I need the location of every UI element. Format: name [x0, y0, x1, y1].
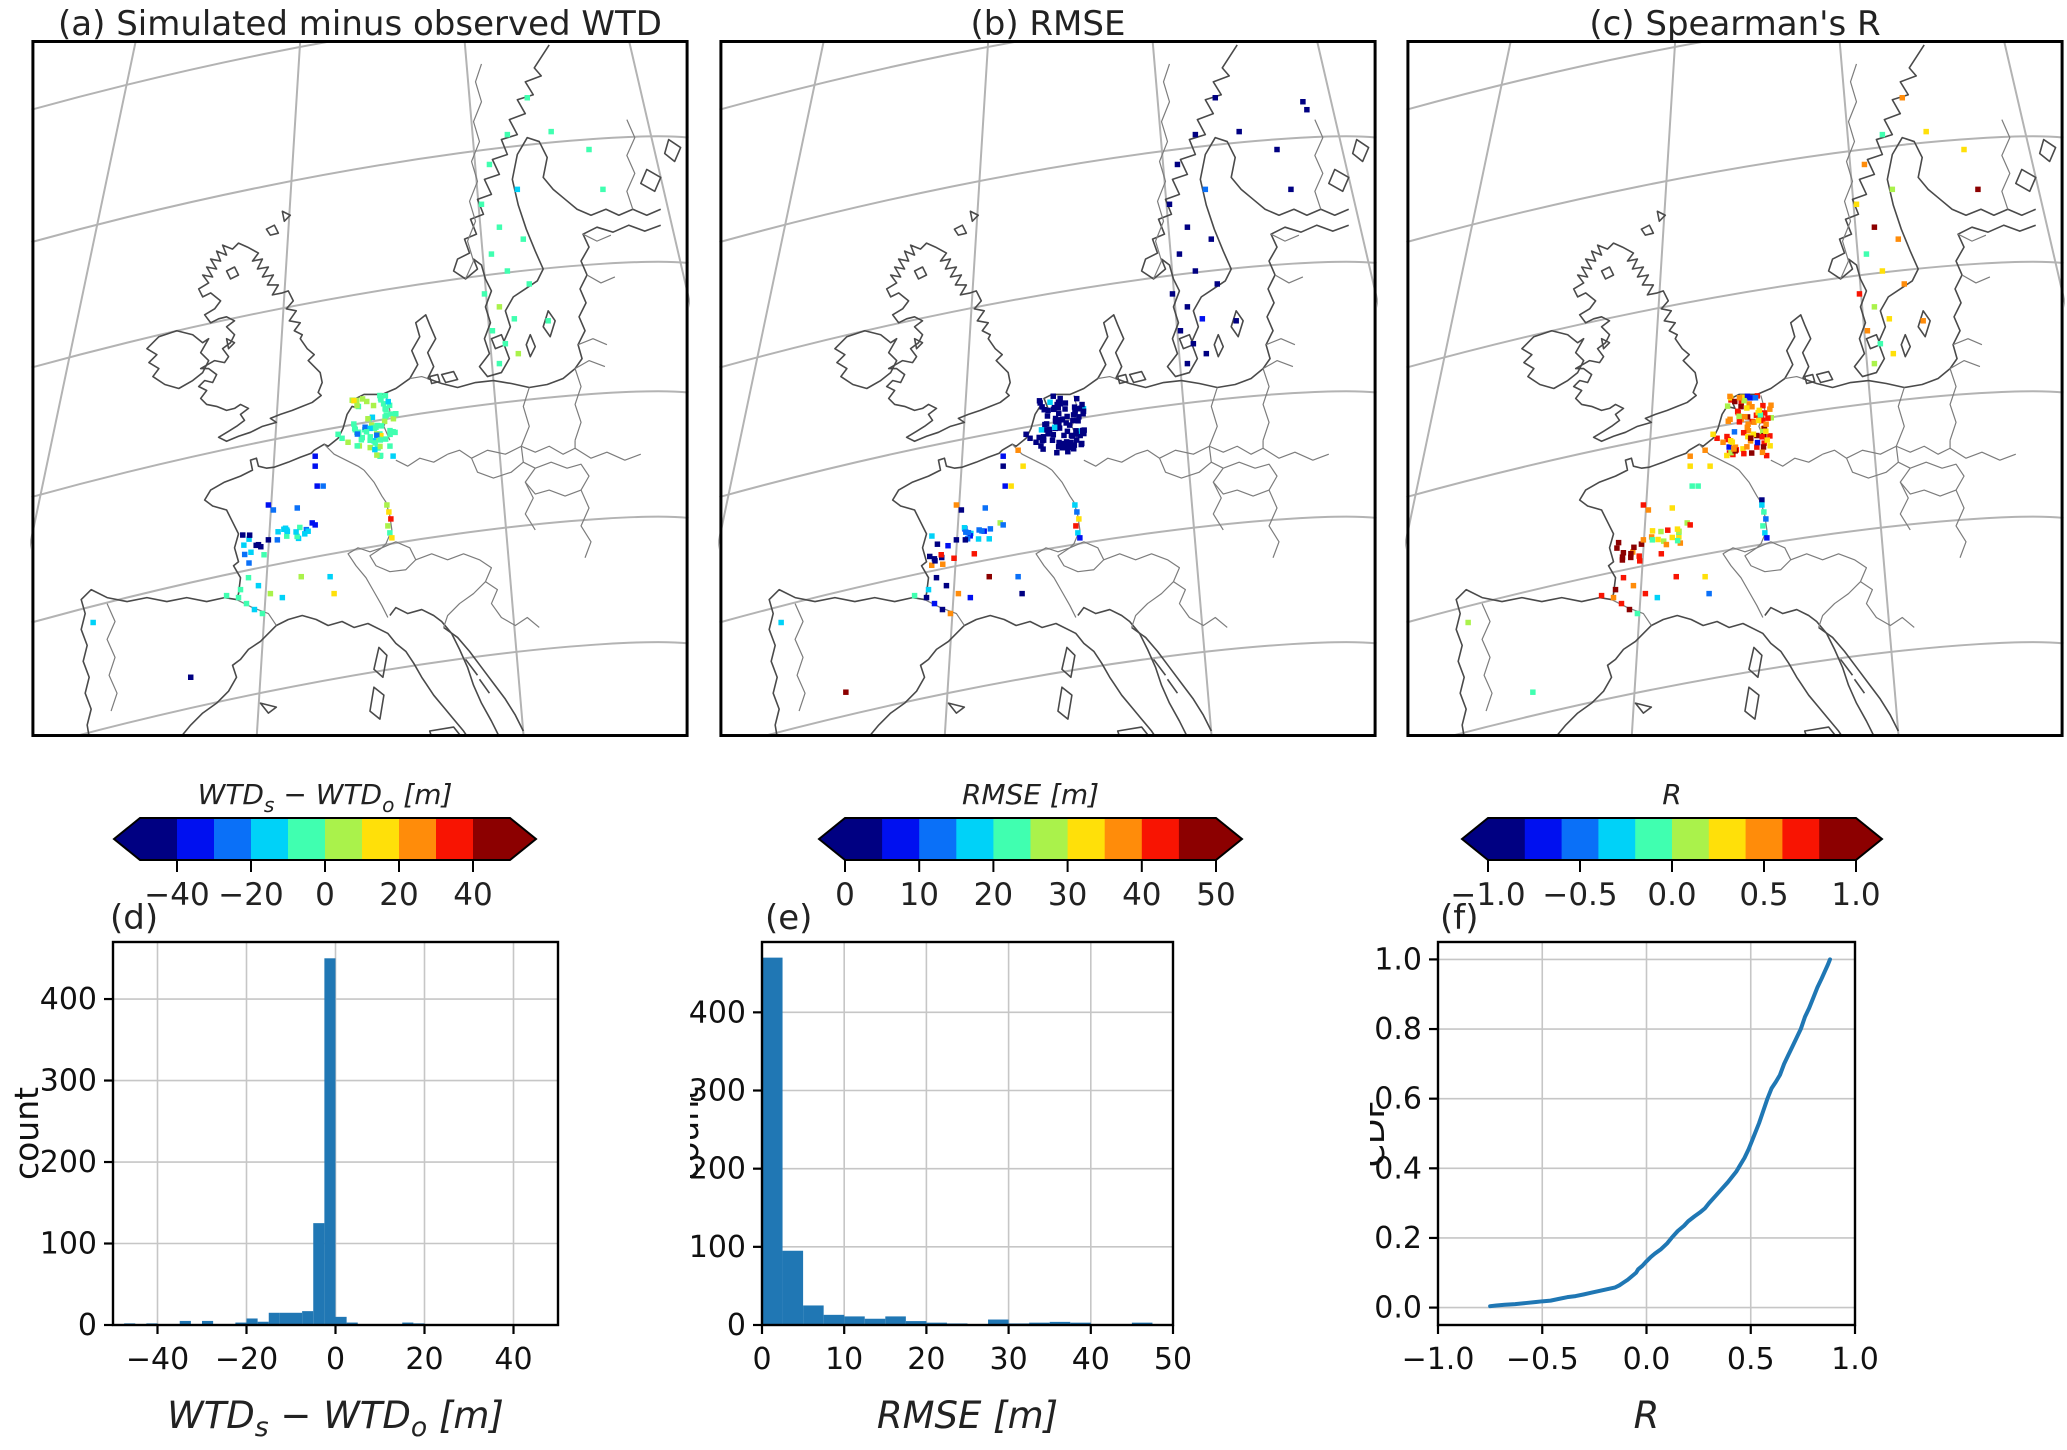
svg-text:400: 400	[690, 995, 746, 1030]
svg-text:40: 40	[453, 877, 492, 912]
svg-text:30: 30	[1048, 877, 1087, 912]
svg-text:50: 50	[1196, 877, 1235, 912]
svg-text:−20: −20	[218, 877, 283, 912]
svg-text:20: 20	[974, 877, 1013, 912]
map-panel-b	[718, 40, 1378, 737]
panel-a-title: (a) Simulated minus observed WTD	[58, 4, 662, 44]
svg-text:20: 20	[907, 1342, 945, 1377]
svg-text:0: 0	[835, 877, 855, 912]
svg-text:0.5: 0.5	[1739, 877, 1788, 912]
svg-text:300: 300	[40, 1064, 97, 1099]
svg-text:R: R	[1634, 1394, 1660, 1437]
svg-text:WTDs − WTDo [m]: WTDs − WTDo [m]	[167, 1394, 504, 1443]
svg-text:RMSE [m]: RMSE [m]	[962, 778, 1099, 811]
cdf-spearman-r: −1.0 −0.5 0.0 0.5 1.0 0.0 0.2 0.4 0.6 0.8 1.0 R CDF	[1370, 940, 1879, 1437]
map-panel-c	[1405, 40, 2065, 737]
svg-text:0: 0	[752, 1342, 771, 1377]
map-a-canvas	[30, 40, 690, 737]
svg-text:−1.0: −1.0	[1402, 1342, 1475, 1377]
svg-text:0.4: 0.4	[1374, 1151, 1422, 1186]
svg-text:0: 0	[78, 1308, 97, 1343]
svg-text:−0.5: −0.5	[1506, 1342, 1579, 1377]
svg-text:1.0: 1.0	[1831, 1342, 1879, 1377]
svg-text:R: R	[1662, 778, 1681, 811]
svg-text:1.0: 1.0	[1374, 942, 1422, 977]
svg-text:50: 50	[1154, 1342, 1192, 1377]
svg-text:1.0: 1.0	[1831, 877, 1880, 912]
svg-text:WTDs − WTDo [m]: WTDs − WTDo [m]	[198, 778, 453, 817]
svg-text:RMSE [m]: RMSE [m]	[877, 1394, 1058, 1437]
panel-d-letter: (d)	[110, 898, 159, 938]
colorbar-wtd-diff: WTDs − WTDo [m] −40 −20 0 20 40	[112, 778, 538, 912]
svg-text:200: 200	[690, 1152, 746, 1187]
map-panel-a	[30, 40, 690, 737]
svg-text:0.5: 0.5	[1727, 1342, 1775, 1377]
panel-f-letter: (f)	[1440, 898, 1479, 938]
svg-text:−20: −20	[215, 1342, 278, 1377]
map-c-canvas	[1405, 40, 2065, 737]
svg-text:−1.0: −1.0	[1450, 877, 1525, 912]
svg-text:30: 30	[990, 1342, 1028, 1377]
svg-text:0.0: 0.0	[1623, 1342, 1671, 1377]
svg-text:20: 20	[405, 1342, 443, 1377]
svg-text:40: 40	[1072, 1342, 1110, 1377]
svg-text:−40: −40	[144, 877, 209, 912]
svg-text:−40: −40	[126, 1342, 189, 1377]
svg-text:40: 40	[494, 1342, 532, 1377]
svg-text:0: 0	[727, 1308, 746, 1343]
svg-text:300: 300	[690, 1074, 746, 1109]
svg-text:20: 20	[379, 877, 418, 912]
svg-text:0.0: 0.0	[1647, 877, 1696, 912]
svg-text:0.8: 0.8	[1374, 1012, 1422, 1047]
svg-text:0: 0	[326, 1342, 345, 1377]
map-b-canvas	[718, 40, 1378, 737]
svg-text:0.6: 0.6	[1374, 1082, 1422, 1117]
histogram-rmse: 0 10 20 30 40 50 0 100 200 300 400 RMSE [m] count	[690, 940, 1192, 1437]
svg-text:count: count	[7, 1087, 46, 1180]
svg-text:100: 100	[40, 1227, 97, 1262]
svg-text:10: 10	[899, 877, 938, 912]
colorbar-spearman-r: R −1.0 −0.5 0.0 0.5 1.0	[1450, 778, 1884, 912]
colorbar-rmse: RMSE [m] 0 10 20 30 40 50	[817, 778, 1244, 912]
svg-text:−0.5: −0.5	[1542, 877, 1617, 912]
svg-text:0.0: 0.0	[1374, 1291, 1422, 1326]
svg-text:10: 10	[825, 1342, 863, 1377]
panel-e-letter: (e)	[765, 898, 813, 938]
svg-text:200: 200	[40, 1145, 97, 1180]
svg-text:40: 40	[1122, 877, 1161, 912]
panel-b-title: (b) RMSE	[970, 4, 1126, 44]
svg-text:400: 400	[40, 982, 97, 1017]
svg-text:count: count	[690, 1087, 706, 1180]
svg-text:0.2: 0.2	[1374, 1221, 1422, 1256]
svg-text:0: 0	[315, 877, 335, 912]
svg-text:CDF: CDF	[1370, 1100, 1392, 1167]
panel-c-title: (c) Spearman's R	[1589, 4, 1881, 44]
svg-text:100: 100	[690, 1230, 746, 1265]
